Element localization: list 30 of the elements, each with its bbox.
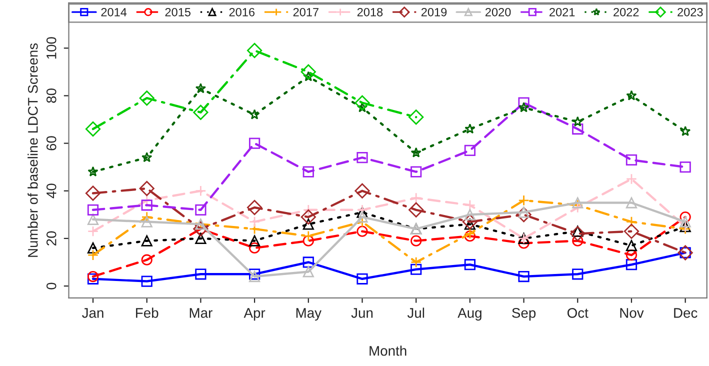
legend-label: 2016 — [229, 8, 255, 16]
legend-label: 2018 — [357, 8, 383, 16]
y-tick-label: 20 — [46, 231, 56, 246]
legend-label: 2014 — [101, 8, 127, 16]
x-tick-label: Feb — [136, 308, 158, 318]
x-tick-label: Aug — [458, 308, 482, 321]
y-tick-label: 80 — [46, 88, 56, 103]
y-tick-label: 40 — [46, 184, 56, 198]
x-tick-label: Dec — [674, 308, 698, 318]
x-tick-label: Mar — [190, 308, 212, 318]
legend-label: 2020 — [486, 8, 511, 16]
x-tick-label: Oct — [567, 308, 588, 318]
x-tick-label: Jun — [351, 308, 373, 318]
y-tick-label: 100 — [46, 37, 56, 59]
legend-label: 2022 — [614, 8, 639, 16]
x-tick-label: Jan — [82, 308, 104, 318]
legend-label: 2021 — [550, 8, 575, 16]
y-tick-label: 0 — [46, 282, 56, 290]
legend-label: 2017 — [293, 8, 318, 16]
legend-label: 2019 — [421, 8, 447, 16]
x-tick-label: Nov — [620, 308, 644, 318]
x-tick-label: Jul — [407, 308, 424, 318]
legend-label: 2023 — [678, 8, 703, 16]
x-axis-title: Month — [370, 346, 406, 356]
x-tick-label: Apr — [244, 308, 266, 321]
y-axis-title: Number of baseline LDCT Screens — [28, 43, 38, 257]
x-tick-label: Sep — [512, 308, 536, 321]
x-tick-label: May — [296, 308, 322, 321]
y-tick-label: 60 — [46, 136, 56, 150]
legend-label: 2015 — [165, 8, 190, 16]
